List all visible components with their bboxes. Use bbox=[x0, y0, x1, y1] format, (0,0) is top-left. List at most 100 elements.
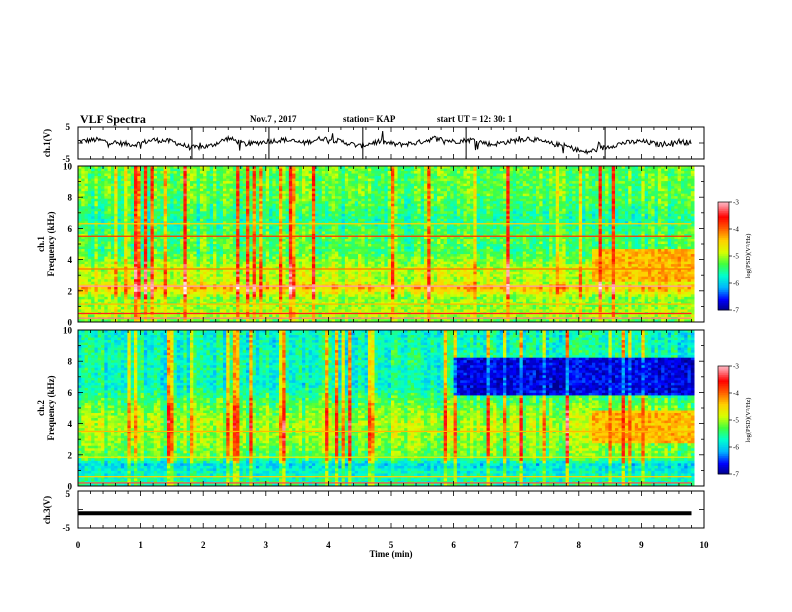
spectrogram-cell bbox=[157, 247, 161, 250]
spectrogram-cell bbox=[101, 179, 105, 182]
spectrogram-cell bbox=[150, 309, 154, 312]
spectrogram-cell bbox=[121, 304, 125, 307]
spectrogram-cell bbox=[137, 262, 141, 265]
spectrogram-cell bbox=[111, 279, 115, 282]
spectrogram-cell bbox=[137, 239, 141, 242]
spectrogram-cell bbox=[118, 181, 122, 184]
spectrogram-cell bbox=[78, 314, 82, 317]
spectrogram-cell bbox=[150, 244, 154, 247]
spectrogram-cell bbox=[91, 264, 95, 267]
spectrogram-cell bbox=[94, 262, 98, 265]
spectrogram-cell bbox=[85, 194, 89, 197]
spectrogram-cell bbox=[127, 279, 131, 282]
spectrogram-cell bbox=[127, 259, 131, 262]
spectrogram-cell bbox=[85, 226, 89, 229]
spectrogram-cell bbox=[85, 206, 89, 209]
spectrogram-cell bbox=[154, 211, 158, 214]
spectrogram-cell bbox=[134, 241, 138, 244]
spectrogram-cell bbox=[111, 216, 115, 219]
spectrogram-cell bbox=[144, 231, 148, 234]
spectrogram-cell bbox=[134, 229, 138, 232]
spectrogram-cell bbox=[157, 226, 161, 229]
spectrogram-cell bbox=[94, 204, 98, 207]
spectrogram-cell bbox=[88, 241, 92, 244]
spectrogram-cell bbox=[147, 214, 151, 217]
spectrogram-cell bbox=[94, 289, 98, 292]
spectrogram-cell bbox=[154, 239, 158, 242]
spectrogram-cell bbox=[127, 274, 131, 277]
spectrogram-cell bbox=[144, 176, 148, 179]
spectrogram-cell bbox=[91, 257, 95, 260]
spectrogram-cell bbox=[108, 214, 112, 217]
spectrogram-cell bbox=[127, 214, 131, 217]
spectrogram-cell bbox=[157, 179, 161, 182]
spectrogram-cell bbox=[131, 314, 135, 317]
spectrogram-cell bbox=[108, 179, 112, 182]
spectrogram-cell bbox=[127, 174, 131, 177]
spectrogram-cell bbox=[98, 264, 102, 267]
spectrogram-cell bbox=[124, 216, 128, 219]
spectrogram-cell bbox=[131, 274, 135, 277]
spectrogram-cell bbox=[111, 194, 115, 197]
spectrogram-cell bbox=[124, 277, 128, 280]
spectrogram-cell bbox=[101, 307, 105, 310]
spectrogram-cell bbox=[154, 249, 158, 252]
spectrogram-cell bbox=[154, 272, 158, 275]
spectrogram-cell bbox=[127, 199, 131, 202]
spectrogram-cell bbox=[94, 186, 98, 189]
spectrogram-cell bbox=[134, 201, 138, 204]
spectrogram-cell bbox=[104, 184, 108, 187]
spectrogram-cell bbox=[101, 229, 105, 232]
spectrogram-cell bbox=[131, 279, 135, 282]
spectrogram-cell bbox=[118, 307, 122, 310]
spectrogram-cell bbox=[91, 174, 95, 177]
spectrogram-cell bbox=[104, 262, 108, 265]
spectrogram-cell bbox=[137, 216, 141, 219]
spectrogram-cell bbox=[131, 249, 135, 252]
spectrogram-cell bbox=[94, 272, 98, 275]
spectrogram-cell bbox=[88, 307, 92, 310]
spectrogram-cell bbox=[104, 196, 108, 199]
spectrogram-cell bbox=[141, 239, 145, 242]
spectrogram-cell bbox=[118, 209, 122, 212]
spectrogram-cell bbox=[121, 314, 125, 317]
spectrogram-cell bbox=[111, 199, 115, 202]
spectrogram-cell bbox=[94, 231, 98, 234]
spectrogram-cell bbox=[78, 252, 82, 255]
spectrogram-cell bbox=[91, 199, 95, 202]
spectrogram-cell bbox=[127, 196, 131, 199]
spectrogram-cell bbox=[124, 196, 128, 199]
spectrogram-cell bbox=[94, 287, 98, 290]
spectrogram-cell bbox=[108, 206, 112, 209]
spectrogram-cell bbox=[144, 229, 148, 232]
spectrogram-cell bbox=[85, 254, 89, 257]
spectrogram-cell bbox=[118, 297, 122, 300]
spectrogram-cell bbox=[144, 304, 148, 307]
spectrogram-cell bbox=[131, 169, 135, 172]
spectrogram-cell bbox=[118, 174, 122, 177]
spectrogram-cell bbox=[111, 264, 115, 267]
spectrogram-cell bbox=[111, 314, 115, 317]
spectrogram-cell bbox=[124, 219, 128, 222]
spectrogram-cell bbox=[150, 179, 154, 182]
spectrogram-cell bbox=[150, 219, 154, 222]
spectrogram-cell bbox=[134, 219, 138, 222]
spectrogram-cell bbox=[154, 297, 158, 300]
spectrogram-cell bbox=[157, 239, 161, 242]
spectrogram-cell bbox=[85, 169, 89, 172]
spectrogram-cell bbox=[124, 272, 128, 275]
spectrogram-cell bbox=[121, 252, 125, 255]
spectrogram-cell bbox=[157, 282, 161, 285]
spectrogram-cell bbox=[127, 216, 131, 219]
spectrogram-cell bbox=[124, 184, 128, 187]
spectrogram-cell bbox=[81, 264, 85, 267]
spectrogram-cell bbox=[150, 289, 154, 292]
spectrogram-cell bbox=[81, 254, 85, 257]
spectrogram-cell bbox=[121, 292, 125, 295]
spectrogram-cell bbox=[127, 299, 131, 302]
spectrogram-cell bbox=[141, 307, 145, 310]
spectrogram-cell bbox=[127, 294, 131, 297]
spectrogram-cell bbox=[157, 191, 161, 194]
spectrogram-cell bbox=[118, 226, 122, 229]
spectrogram-cell bbox=[150, 204, 154, 207]
